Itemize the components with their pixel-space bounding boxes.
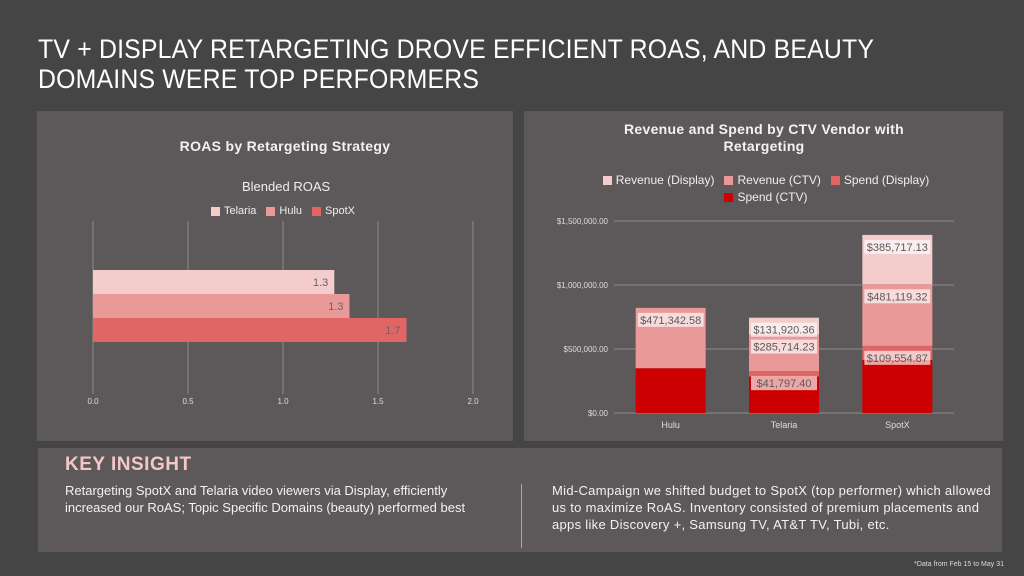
data-label-background: [751, 339, 817, 354]
legend-swatch-spend-ctv: [724, 192, 734, 202]
key-insight-left-text: Retargeting SpotX and Telaria video view…: [65, 483, 466, 515]
legend-item-spotx: SpotX: [312, 205, 355, 217]
x-tick-label: Hulu: [661, 420, 680, 430]
roas-chart-title: ROAS by Retargeting Strategy: [179, 138, 391, 154]
data-label-background: [751, 376, 817, 391]
legend-swatch-spotx: [312, 206, 322, 216]
x-tick-label: 1.0: [277, 397, 289, 406]
bar-spotx: [93, 318, 407, 342]
bar-segment: [749, 371, 819, 377]
legend-label-telaria: Telaria: [224, 205, 257, 217]
data-label: 1.7: [385, 325, 400, 337]
legend-label-spend-ctv: Spend (CTV): [737, 190, 808, 204]
legend-label-spotx: SpotX: [325, 205, 355, 217]
legend-item-spend-ctv: Spend (CTV): [724, 190, 808, 204]
x-tick-label: 0.5: [182, 397, 194, 406]
x-tick-label: 1.5: [372, 397, 384, 406]
key-insight-title: KEY INSIGHT: [65, 454, 192, 475]
legend-swatch-spend-display: [830, 175, 840, 185]
x-tick-label: 2.0: [467, 397, 479, 406]
data-label: $41,797.40: [756, 378, 811, 390]
revenue-legend: Revenue (Display) Revenue (CTV) Spend (D…: [586, 173, 946, 204]
legend-swatch-revenue-display: [602, 175, 612, 185]
legend-label-hulu: Hulu: [279, 205, 303, 217]
data-label: 1.3: [313, 277, 328, 289]
legend-item-hulu: Hulu: [266, 205, 302, 217]
x-tick-label: Telaria: [771, 420, 798, 430]
data-label: $481,119.32: [867, 291, 927, 303]
footnote: *Data from Feb 15 to May 31: [914, 561, 1004, 568]
bar-hulu: [93, 294, 350, 318]
legend-swatch-telaria: [211, 206, 220, 216]
data-label-background: [751, 322, 817, 337]
legend-label-revenue-ctv: Revenue (CTV): [737, 173, 821, 187]
legend-item-telaria: Telaria: [211, 205, 256, 217]
revenue-chart: $0.00 $500,000.00 $1,000,000.00 $1,500,000.…: [557, 217, 954, 430]
legend-item-revenue-display: Revenue (Display): [602, 173, 715, 187]
data-label: $471,342.58: [640, 315, 701, 327]
key-insight-right-text: Mid-Campaign we shifted budget to SpotX …: [552, 483, 992, 532]
roas-chart: 0.0 0.5 1.0 1.5 2.0 1.31.3 1.7: [87, 221, 479, 406]
bar-telaria: [93, 270, 335, 294]
y-tick-label: $0.00: [588, 409, 609, 418]
y-tick-label: $1,500,000.00: [557, 217, 609, 226]
bar-segment: [862, 359, 933, 413]
legend-item-revenue-ctv: Revenue (CTV): [724, 173, 821, 187]
bar-segment: [635, 368, 706, 413]
legend-item-spend-display: Spend (Display): [830, 173, 930, 187]
x-tick-label: 0.0: [87, 397, 99, 406]
legend-swatch-revenue-ctv: [724, 175, 734, 185]
roas-legend: Telaria Hulu SpotX: [211, 205, 355, 217]
data-label: $131,920.36: [753, 325, 814, 337]
roas-chart-subtitle: Blended ROAS: [242, 179, 331, 194]
page-title: TV + DISPLAY RETARGETING DROVE EFFICIENT…: [38, 34, 874, 94]
data-label: $285,714.23: [753, 342, 814, 354]
data-label-background: [637, 312, 704, 327]
data-label-background: [864, 289, 931, 304]
legend-swatch-hulu: [266, 206, 276, 216]
y-tick-label: $1,000,000.00: [557, 281, 609, 290]
data-label-background: [864, 239, 931, 254]
revenue-chart-panel: Revenue and Spend by CTV Vendor with Ret…: [524, 111, 1003, 441]
roas-chart-panel: ROAS by Retargeting Strategy Blended ROA…: [37, 111, 513, 441]
key-insight-panel: KEY INSIGHT Retargeting SpotX and Telari…: [38, 448, 1002, 552]
y-tick-label: $500,000.00: [564, 345, 609, 354]
data-label: $385,717.13: [867, 242, 928, 254]
legend-label-revenue-display: Revenue (Display): [615, 173, 715, 187]
revenue-chart-title: Revenue and Spend by CTV Vendor with Ret…: [624, 121, 904, 154]
data-label-background: [864, 350, 931, 365]
data-label: 1.3: [328, 301, 343, 313]
x-tick-label: SpotX: [885, 420, 910, 430]
insight-divider: [521, 484, 522, 548]
data-label: $109,554.87: [867, 353, 928, 365]
legend-label-spend-display: Spend (Display): [843, 173, 930, 187]
